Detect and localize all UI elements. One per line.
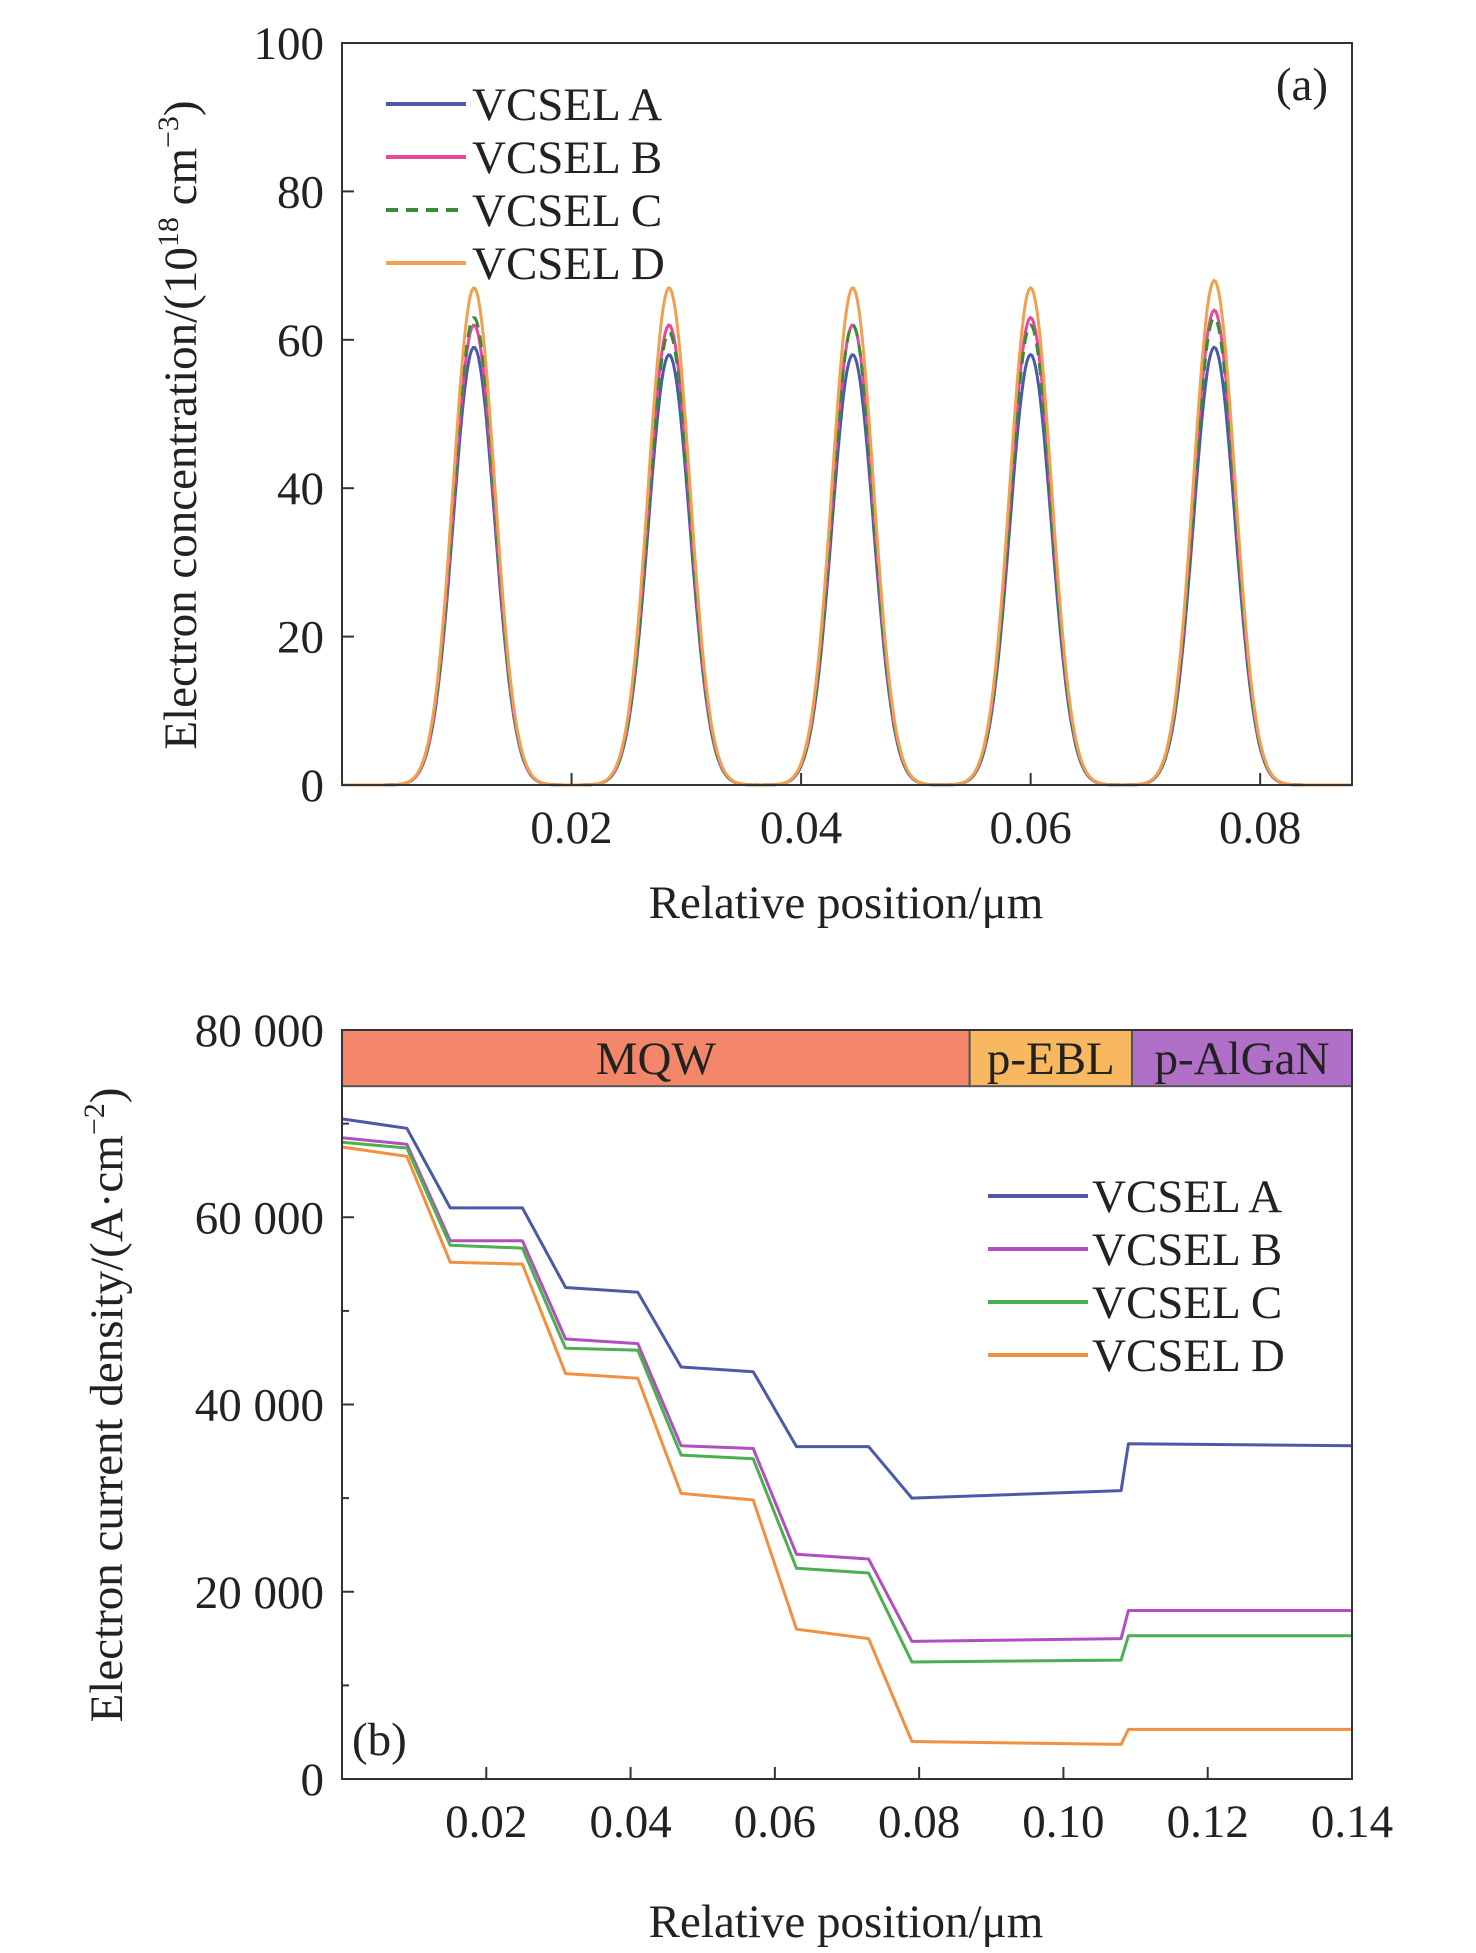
panel-a-y-title-sup2: −3	[152, 116, 185, 148]
panel-b-series-vcsel-a-line	[341, 1117, 1353, 1500]
panel-b-y-tick-label: 60 000	[195, 1192, 324, 1244]
panel-b-legend-label-vcsel-a: VCSEL A	[1092, 1171, 1282, 1223]
panel-a-y-axis-title: Electron concentration/(1018 cm−3)	[152, 100, 207, 749]
panel-a-y-title-mid: cm	[155, 148, 207, 217]
panel-a-legend-label-vcsel-b: VCSEL B	[472, 132, 662, 184]
panel-b-legend-label-vcsel-d: VCSEL D	[1092, 1330, 1285, 1382]
panel-a-x-tick-label: 0.08	[1219, 802, 1301, 854]
panel-a-y-title-sup1: 18	[152, 217, 185, 247]
panel-a-x-tick-label: 0.04	[760, 802, 842, 854]
panel-a-frame	[341, 42, 1353, 786]
panel-b-series-vcsel-c-line	[341, 1140, 1352, 1664]
panel-b-y-tick-label: 20 000	[195, 1567, 324, 1619]
panel-b-y-tick-label: 0	[301, 1754, 325, 1806]
panel-a-y-title-end: )	[155, 100, 207, 116]
panel-b-x-tick-label: 0.04	[589, 1796, 671, 1848]
panel-a-plot-area	[342, 278, 1352, 787]
panel-b-x-tick-label: 0.14	[1311, 1796, 1393, 1848]
panel-a-series-vcsel-d-line	[342, 278, 1352, 787]
panel-a-legend-label-vcsel-d: VCSEL D	[472, 238, 665, 290]
panel-b-axes: 0 20 000 40 000 60 000 80 000 0.02 0.04 0.06 0.0…	[195, 1005, 1393, 1848]
panel-b-region-label-mqw: MQW	[596, 1033, 717, 1085]
panel-a-legend-label-vcsel-c: VCSEL C	[472, 185, 662, 237]
panel-a-y-tick-label: 100	[254, 18, 325, 70]
panel-b-y-title-sup: −2	[78, 1103, 111, 1135]
panel-a-axes: 0 20 40 60 80 100 0.02 0.04 0.06 0.08	[254, 18, 1353, 854]
panel-b-plot-area	[341, 1117, 1353, 1746]
panel-a-y-tick-label: 0	[301, 760, 325, 812]
panel-b-y-axis-title: Electron current density/(A·cm−2)	[78, 1088, 133, 1723]
panel-b-series-vcsel-b-line	[341, 1136, 1352, 1643]
panel-a-x-tick-label: 0.06	[990, 802, 1072, 854]
panel-b-y-tick-label: 80 000	[195, 1005, 324, 1057]
panel-b-region-band: MQW p-EBL p-AlGaN	[341, 1029, 1353, 1088]
panel-b-x-tick-label: 0.12	[1167, 1796, 1249, 1848]
panel-b-series-vcsel-d-line	[341, 1145, 1352, 1746]
panel-b-region-label-p-ebl: p-EBL	[987, 1033, 1115, 1085]
panel-a-y-tick-label: 80	[277, 166, 324, 218]
panel-a-x-tick-label: 0.02	[530, 802, 612, 854]
panel-b-frame	[341, 1029, 1353, 1780]
panel-b-y-title-end: )	[81, 1088, 133, 1104]
panel-b-x-axis-title: Relative position/μm	[649, 1896, 1044, 1948]
panel-b-y-title-main: Electron current density/(A·cm	[81, 1135, 133, 1722]
panel-b-region-label-p-algan: p-AlGaN	[1155, 1033, 1330, 1085]
panel-a-label: (a)	[1276, 59, 1328, 111]
panel-b-label: (b)	[352, 1714, 407, 1766]
panel-a-y-tick-label: 60	[277, 315, 324, 367]
panel-b-chart: MQW p-EBL p-AlGaN 0 20 000 40 000 60 000 80 00…	[78, 1005, 1393, 1948]
panel-a-y-title-main: Electron concentration/(10	[155, 247, 207, 749]
panel-b-x-tick-label: 0.02	[445, 1796, 527, 1848]
panel-a-y-tick-label: 40	[277, 463, 324, 515]
panel-b-legend-label-vcsel-b: VCSEL B	[1092, 1224, 1282, 1276]
panel-b-y-tick-label: 40 000	[195, 1380, 324, 1432]
panel-a-x-axis-title: Relative position/μm	[649, 877, 1044, 929]
panel-a-y-tick-label: 20	[277, 612, 324, 664]
panel-b-legend-label-vcsel-c: VCSEL C	[1092, 1277, 1282, 1329]
panel-b-x-tick-label: 0.08	[878, 1796, 960, 1848]
panel-b-x-tick-label: 0.06	[734, 1796, 816, 1848]
panel-a-legend-label-vcsel-a: VCSEL A	[472, 79, 662, 131]
panel-b-x-tick-label: 0.10	[1022, 1796, 1104, 1848]
